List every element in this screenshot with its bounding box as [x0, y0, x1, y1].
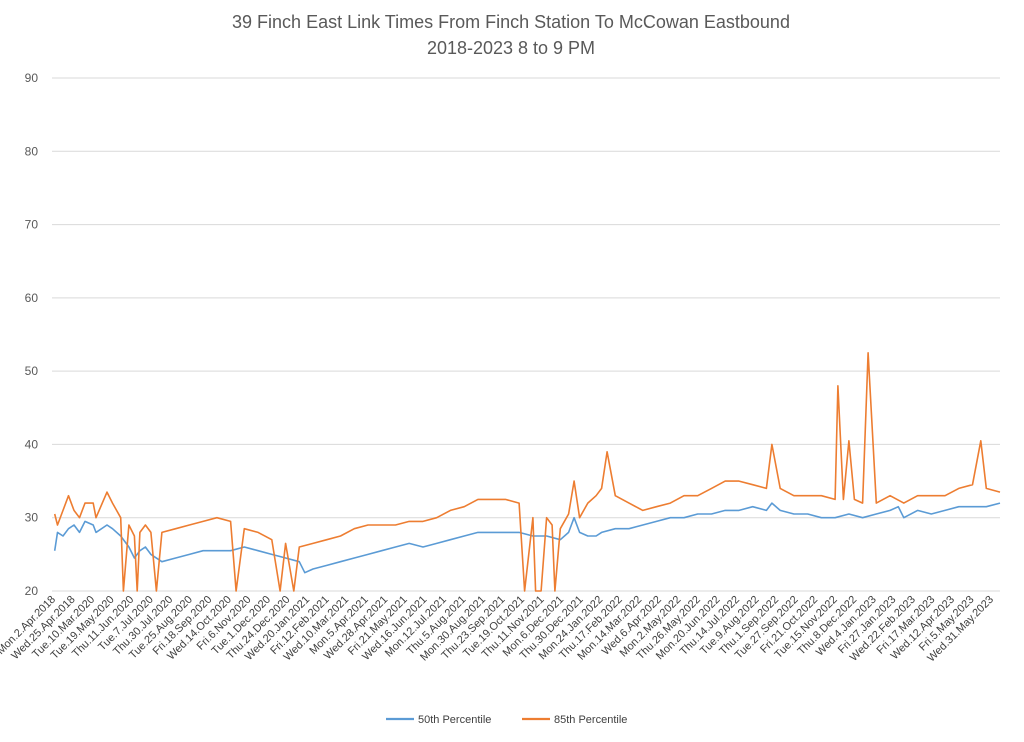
- y-tick-label: 70: [25, 218, 39, 232]
- legend-label-50th-percentile: 50th Percentile: [418, 714, 491, 726]
- chart-subtitle: 2018-2023 8 to 9 PM: [427, 38, 595, 58]
- series-line-50th-percentile: [53, 502, 1001, 574]
- y-axis-ticks: 20 30 40 50 60 70 80 90: [25, 71, 39, 598]
- y-tick-label: 30: [25, 511, 39, 525]
- series-line-85th-percentile: [53, 352, 1001, 592]
- chart-title: 39 Finch East Link Times From Finch Stat…: [232, 12, 790, 32]
- y-tick-label: 80: [25, 144, 39, 158]
- gridlines: [52, 77, 1000, 592]
- series-lines: [53, 352, 1001, 592]
- y-tick-label: 90: [25, 71, 39, 85]
- legend: 50th Percentile 85th Percentile: [386, 714, 627, 726]
- legend-label-85th-percentile: 85th Percentile: [554, 714, 627, 726]
- y-tick-label: 40: [25, 437, 39, 451]
- x-axis-ticks: Mon.2.Apr.2018Wed.25.Apr.2018Tue.10.Mar.…: [0, 594, 996, 665]
- y-tick-label: 20: [25, 584, 39, 598]
- y-tick-label: 50: [25, 364, 39, 378]
- y-tick-label: 60: [25, 291, 39, 305]
